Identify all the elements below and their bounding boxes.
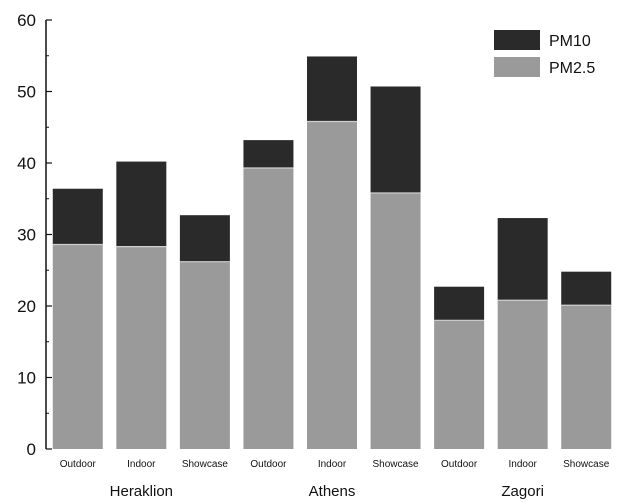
bar-pm10-3 bbox=[243, 140, 294, 169]
bar-pm10-4 bbox=[307, 56, 357, 122]
x-tick-label: Outdoor bbox=[441, 459, 478, 470]
group-labels: Heraklion Athens Zagori bbox=[110, 483, 544, 500]
x-axis-labels: Outdoor Indoor Showcase Outdoor Indoor Showca… bbox=[60, 459, 610, 470]
legend-swatch bbox=[494, 57, 540, 77]
bar-pm25-4 bbox=[307, 121, 357, 449]
bar-pm25-6 bbox=[434, 320, 485, 449]
legend-label: PM2.5 bbox=[549, 60, 595, 77]
bar-pm10-7 bbox=[497, 218, 548, 301]
bar-pm25-7 bbox=[497, 300, 548, 449]
group-label: Heraklion bbox=[110, 483, 173, 500]
x-tick-label: Showcase bbox=[563, 459, 610, 470]
bars bbox=[52, 56, 612, 449]
bar-pm10-2 bbox=[179, 215, 230, 262]
bar-pm10-1 bbox=[116, 161, 167, 247]
bar-pm10-0 bbox=[52, 188, 103, 245]
legend-swatch bbox=[494, 30, 540, 50]
x-tick-label: Indoor bbox=[318, 459, 347, 470]
y-tick-label: 0 bbox=[27, 440, 36, 459]
bar-pm25-1 bbox=[116, 246, 167, 449]
bar-pm10-8 bbox=[561, 271, 612, 306]
legend-label: PM10 bbox=[549, 33, 591, 50]
x-tick-label: Showcase bbox=[372, 459, 419, 470]
legend: PM10 PM2.5 bbox=[494, 30, 595, 77]
bar-pm25-8 bbox=[561, 305, 612, 449]
group-label: Zagori bbox=[501, 483, 544, 500]
x-tick-label: Outdoor bbox=[250, 459, 287, 470]
y-tick-label: 40 bbox=[17, 154, 36, 173]
y-tick-label: 30 bbox=[17, 226, 36, 245]
bar-pm25-5 bbox=[370, 193, 421, 449]
group-label: Athens bbox=[309, 483, 356, 500]
bar-pm25-3 bbox=[243, 168, 294, 449]
y-axis: 0 10 20 30 40 50 60 bbox=[17, 11, 52, 459]
bar-pm10-6 bbox=[434, 286, 485, 321]
y-tick-label: 50 bbox=[17, 83, 36, 102]
x-tick-label: Showcase bbox=[182, 459, 229, 470]
bar-pm10-5 bbox=[370, 86, 421, 194]
bar-pm25-2 bbox=[179, 261, 230, 449]
bar-pm25-0 bbox=[52, 244, 103, 449]
x-tick-label: Indoor bbox=[127, 459, 156, 470]
y-tick-label: 10 bbox=[17, 369, 36, 388]
x-tick-label: Outdoor bbox=[60, 459, 97, 470]
x-tick-label: Indoor bbox=[508, 459, 537, 470]
y-tick-label: 20 bbox=[17, 297, 36, 316]
y-tick-label: 60 bbox=[17, 11, 36, 30]
